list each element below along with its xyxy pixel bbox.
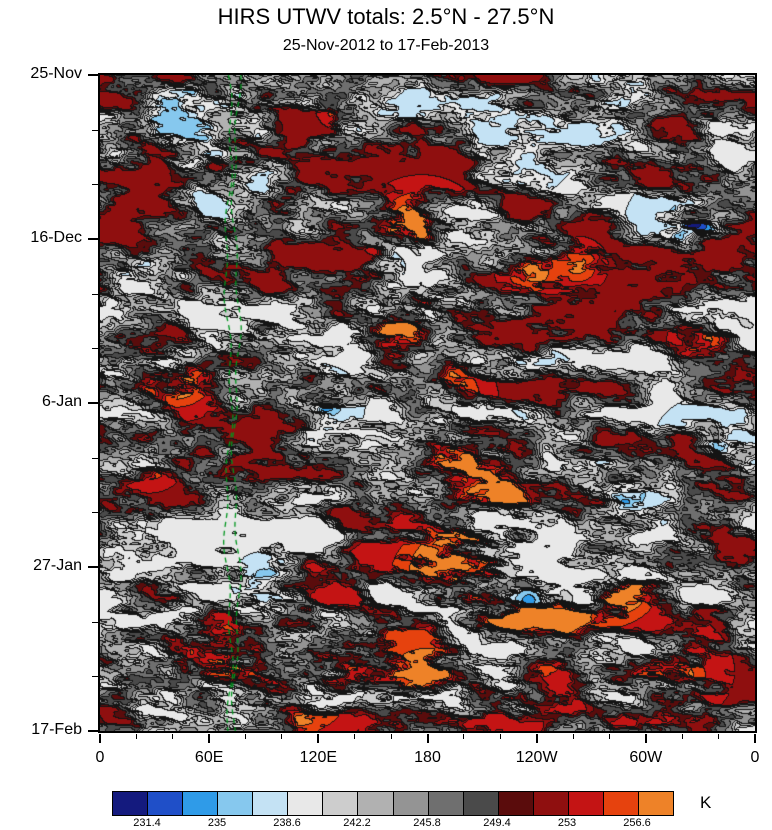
x-minor-tick — [281, 734, 283, 739]
colorbar-tick-label: 256.6 — [623, 817, 651, 829]
x-minor-tick — [135, 734, 137, 739]
x-tick-label: 180 — [414, 749, 441, 766]
x-minor-tick — [681, 734, 683, 739]
colorbar-tick-label: 231.4 — [133, 817, 161, 829]
chart-subtitle: 25-Nov-2012 to 17-Feb-2013 — [282, 37, 490, 54]
x-minor-tick — [499, 734, 501, 739]
y-tick-label: 6-Jan — [41, 393, 82, 410]
colorbar-swatch — [147, 792, 183, 815]
y-tick-label: 16-Dec — [30, 229, 82, 246]
colorbar-swatch — [532, 792, 568, 815]
colorbar-unit-label: K — [700, 793, 712, 812]
colorbar-swatch — [182, 792, 218, 815]
colorbar-swatch — [637, 792, 673, 815]
colorbar-swatch — [462, 792, 498, 815]
x-tick-label: 60E — [194, 749, 224, 766]
x-tick-label: 0 — [750, 749, 760, 766]
hovmoller-field-canvas — [100, 75, 755, 731]
y-major-tick — [88, 402, 98, 404]
colorbar-tick-label: 245.8 — [413, 817, 441, 829]
colorbar-swatch — [287, 792, 323, 815]
colorbar-swatch — [322, 792, 358, 815]
x-minor-tick — [572, 734, 574, 739]
x-tick-label: 120E — [299, 749, 338, 766]
colorbar-tick-label: 235 — [207, 817, 227, 829]
x-major-tick — [426, 734, 429, 743]
x-tick-label: 60W — [629, 749, 663, 766]
y-major-tick — [88, 566, 98, 568]
x-tick-label: 0 — [95, 749, 105, 766]
colorbar-swatch — [252, 792, 288, 815]
colorbar-swatch — [217, 792, 253, 815]
x-major-tick — [317, 734, 320, 743]
y-major-tick — [88, 730, 98, 732]
x-minor-tick — [463, 734, 465, 739]
colorbar-swatch — [392, 792, 428, 815]
colorbar-swatch — [427, 792, 463, 815]
colorbar-tick-label: 253 — [557, 817, 577, 829]
colorbar-swatch — [602, 792, 638, 815]
x-major-tick — [644, 734, 647, 743]
colorbar-swatch — [567, 792, 603, 815]
x-tick-label: 120W — [515, 749, 558, 766]
x-minor-tick — [718, 734, 720, 739]
x-major-tick — [754, 734, 756, 743]
colorbar-swatch — [357, 792, 393, 815]
x-minor-tick — [245, 734, 247, 739]
y-tick-label: 17-Feb — [31, 721, 82, 738]
colorbar-swatch — [113, 792, 148, 815]
x-major-tick — [208, 734, 211, 743]
x-major-tick — [99, 734, 101, 743]
x-minor-tick — [390, 734, 392, 739]
x-major-tick — [535, 734, 538, 743]
y-tick-label: 27-Jan — [33, 557, 82, 574]
y-major-tick — [88, 74, 98, 76]
colorbar-swatch — [497, 792, 533, 815]
x-minor-tick — [172, 734, 174, 739]
x-minor-tick — [354, 734, 356, 739]
colorbar-tick-label: 249.4 — [483, 817, 511, 829]
colorbar — [112, 791, 674, 816]
x-minor-tick — [608, 734, 610, 739]
chart-title: HIRS UTWV totals: 2.5°N - 27.5°N — [217, 4, 555, 29]
plot-area — [98, 73, 757, 733]
y-major-tick — [88, 238, 98, 240]
colorbar-tick-label: 238.6 — [273, 817, 301, 829]
y-tick-label: 25-Nov — [30, 65, 82, 82]
colorbar-tick-label: 242.2 — [343, 817, 371, 829]
